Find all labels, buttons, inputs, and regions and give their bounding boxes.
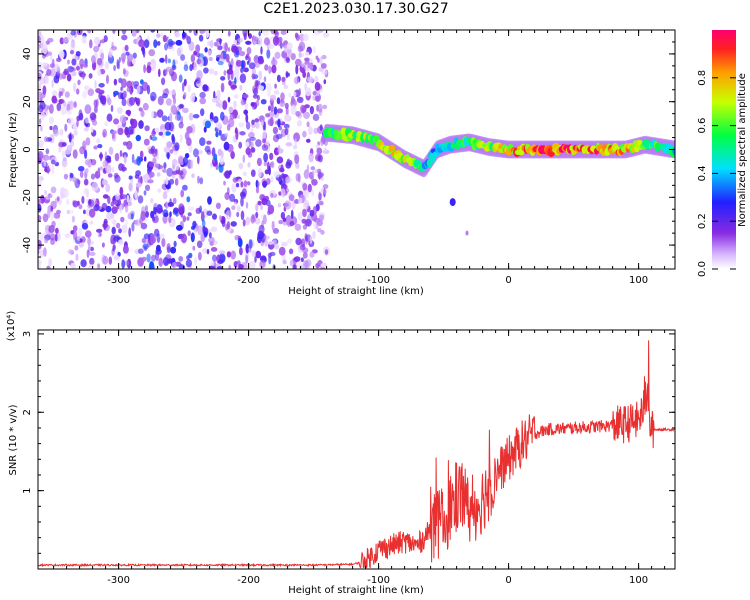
bottom-y-ticks: 1 2 3 — [22, 331, 675, 554]
bottom-y-axis-label: SNR (10 * v/v) — [8, 404, 19, 475]
x-tick-label: -100 — [367, 575, 390, 586]
x-tick-label: -200 — [237, 575, 260, 586]
snr-series-line — [38, 340, 675, 569]
colorbar-label: Normalized spectral amplitude — [737, 73, 748, 227]
colorbar — [712, 30, 736, 269]
x-tick-label: 0 — [505, 275, 511, 286]
top-y-ticks: -40 -20 0 20 40 — [22, 29, 675, 270]
top-x-ticks: -300 -200 -100 0 100 — [53, 30, 666, 286]
colorbar-tick-label: 0.2 — [697, 213, 708, 229]
y-tick-label: -20 — [22, 189, 33, 205]
x-tick-label: -200 — [237, 275, 260, 286]
bottom-y-multiplier: (x10⁴) — [6, 311, 17, 342]
x-tick-label: -300 — [107, 275, 130, 286]
colorbar-tick-label: 0.8 — [697, 70, 708, 86]
spectrogram-plot-area — [38, 30, 675, 269]
bottom-x-axis-label: Height of straight line (km) — [288, 585, 424, 596]
y-tick-label: 3 — [22, 331, 33, 337]
x-tick-label: 100 — [629, 275, 648, 286]
y-tick-label: 0 — [22, 146, 33, 152]
colorbar-ticks: 0.0 0.2 0.4 0.6 0.8 — [697, 70, 736, 277]
x-tick-label: -300 — [107, 575, 130, 586]
colorbar-tick-label: 0.6 — [697, 118, 708, 134]
bottom-x-ticks: -300 -200 -100 0 100 — [53, 330, 666, 586]
top-y-axis-label: Frequency (Hz) — [8, 112, 19, 188]
top-x-axis-label: Height of straight line (km) — [288, 286, 424, 297]
colorbar-tick-label: 0.0 — [697, 261, 708, 277]
figure-title: C2E1.2023.030.17.30.G27 — [263, 1, 449, 17]
y-tick-label: 1 — [22, 487, 33, 493]
y-tick-label: -40 — [22, 237, 33, 253]
x-tick-label: 0 — [505, 575, 511, 586]
y-tick-label: 20 — [22, 95, 33, 108]
x-tick-label: 100 — [629, 575, 648, 586]
y-tick-label: 2 — [22, 409, 33, 415]
y-tick-label: 40 — [22, 48, 33, 61]
snr-plot-area — [38, 340, 675, 569]
bottom-plot-frame — [37, 329, 676, 570]
colorbar-tick-label: 0.4 — [697, 165, 708, 181]
x-tick-label: -100 — [367, 275, 390, 286]
